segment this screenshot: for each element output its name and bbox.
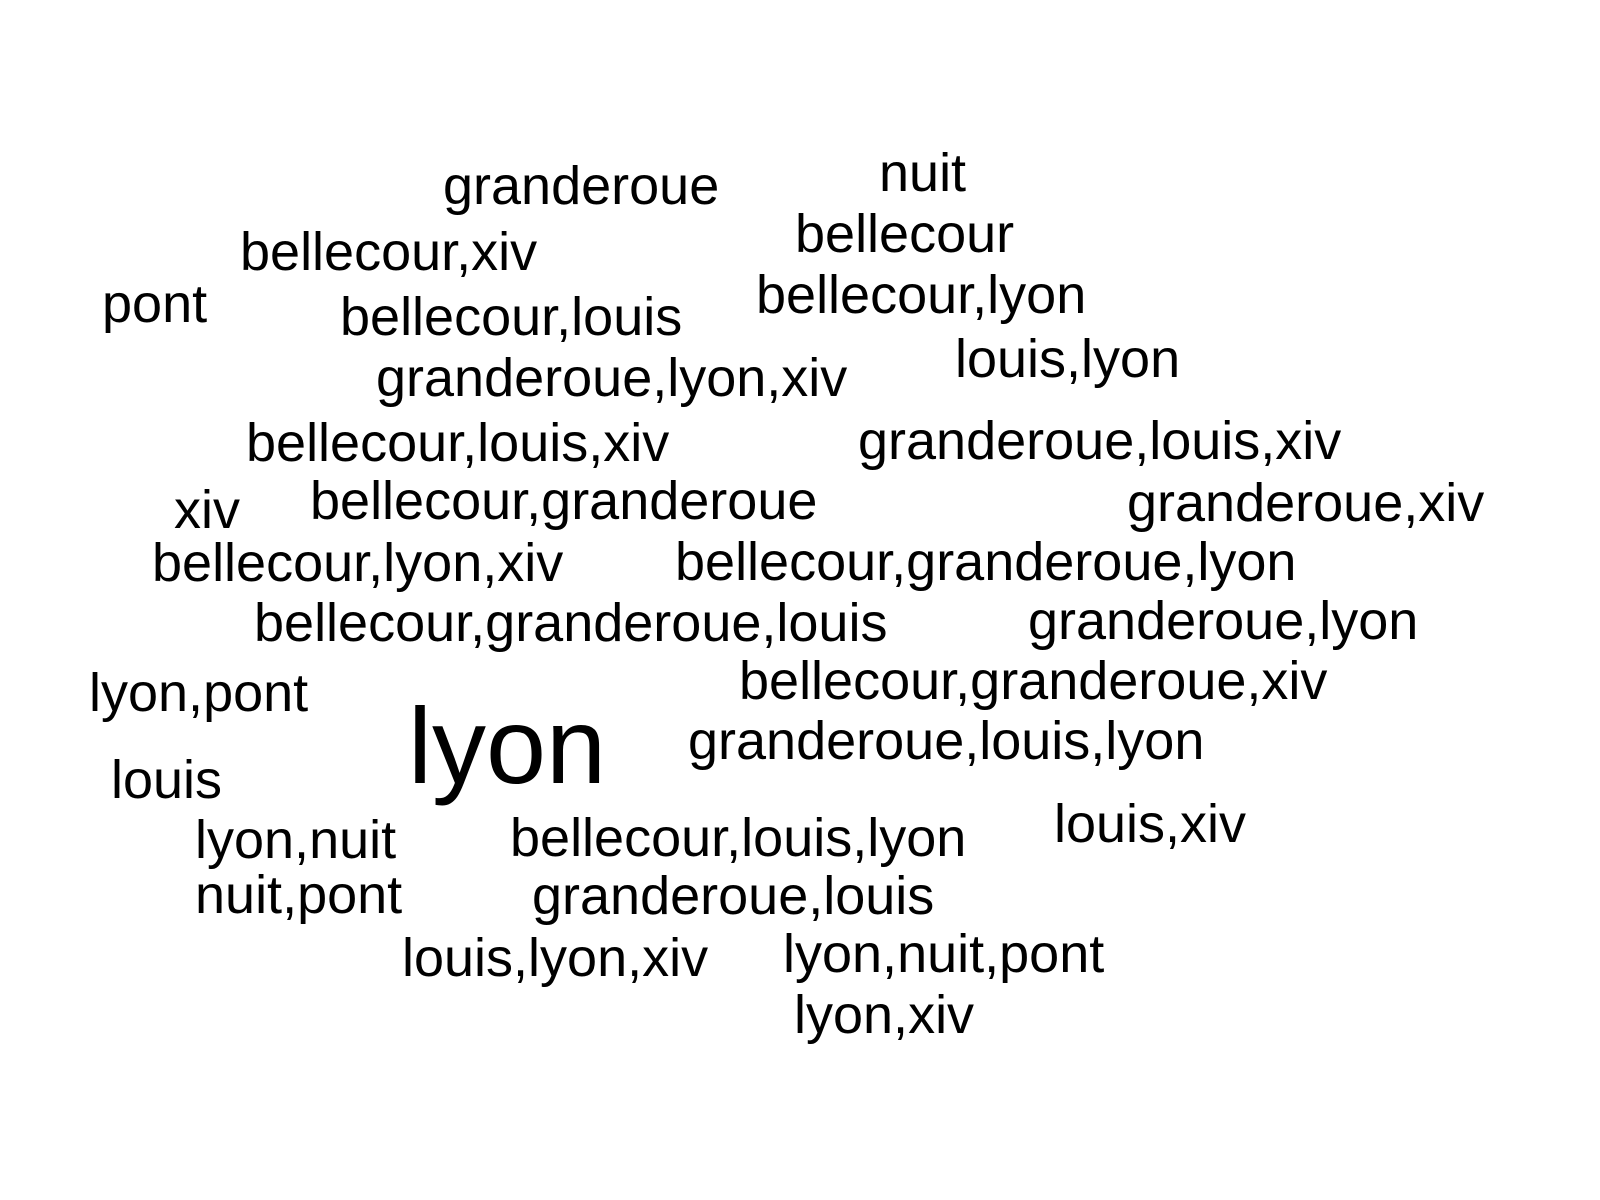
word-granderoue-louis: granderoue,louis [532,866,935,926]
word-xiv: xiv [174,480,240,540]
word-louis: louis [111,750,223,810]
word-nuit-pont: nuit,pont [195,865,403,925]
word-lyon-pont: lyon,pont [89,663,309,723]
word-bellecour: bellecour [795,204,1015,264]
word-bellecour-louis-xiv: bellecour,louis,xiv [246,413,670,473]
word-granderoue-louis-lyon: granderoue,louis,lyon [688,711,1205,771]
word-bellecour-granderoue-lyon: bellecour,granderoue,lyon [675,532,1297,592]
word-bellecour-lyon-xiv: bellecour,lyon,xiv [152,533,564,593]
word-granderoue-lyon-xiv: granderoue,lyon,xiv [376,348,848,408]
word-nuit: nuit [879,143,967,203]
word-bellecour-xiv: bellecour,xiv [240,222,538,282]
word-bellecour-louis: bellecour,louis [340,287,683,347]
word-granderoue: granderoue [443,156,720,216]
word-granderoue-lyon: granderoue,lyon [1028,591,1419,651]
word-louis-lyon: louis,lyon [955,329,1181,389]
word-lyon: lyon [408,685,607,806]
word-bellecour-lyon: bellecour,lyon [756,265,1087,325]
word-louis-xiv: louis,xiv [1054,794,1247,854]
word-louis-lyon-xiv: louis,lyon,xiv [402,928,709,988]
word-lyon-xiv: lyon,xiv [794,985,975,1045]
word-lyon-nuit: lyon,nuit [195,810,397,870]
word-granderoue-louis-xiv: granderoue,louis,xiv [858,411,1342,471]
word-pont: pont [102,274,208,334]
word-bellecour-granderoue-louis: bellecour,granderoue,louis [254,593,888,653]
word-bellecour-granderoue: bellecour,granderoue [310,471,818,531]
word-lyon-nuit-pont: lyon,nuit,pont [783,924,1105,984]
word-bellecour-granderoue-xiv: bellecour,granderoue,xiv [739,651,1328,711]
word-bellecour-louis-lyon: bellecour,louis,lyon [510,808,967,868]
word-granderoue-xiv: granderoue,xiv [1127,473,1485,533]
